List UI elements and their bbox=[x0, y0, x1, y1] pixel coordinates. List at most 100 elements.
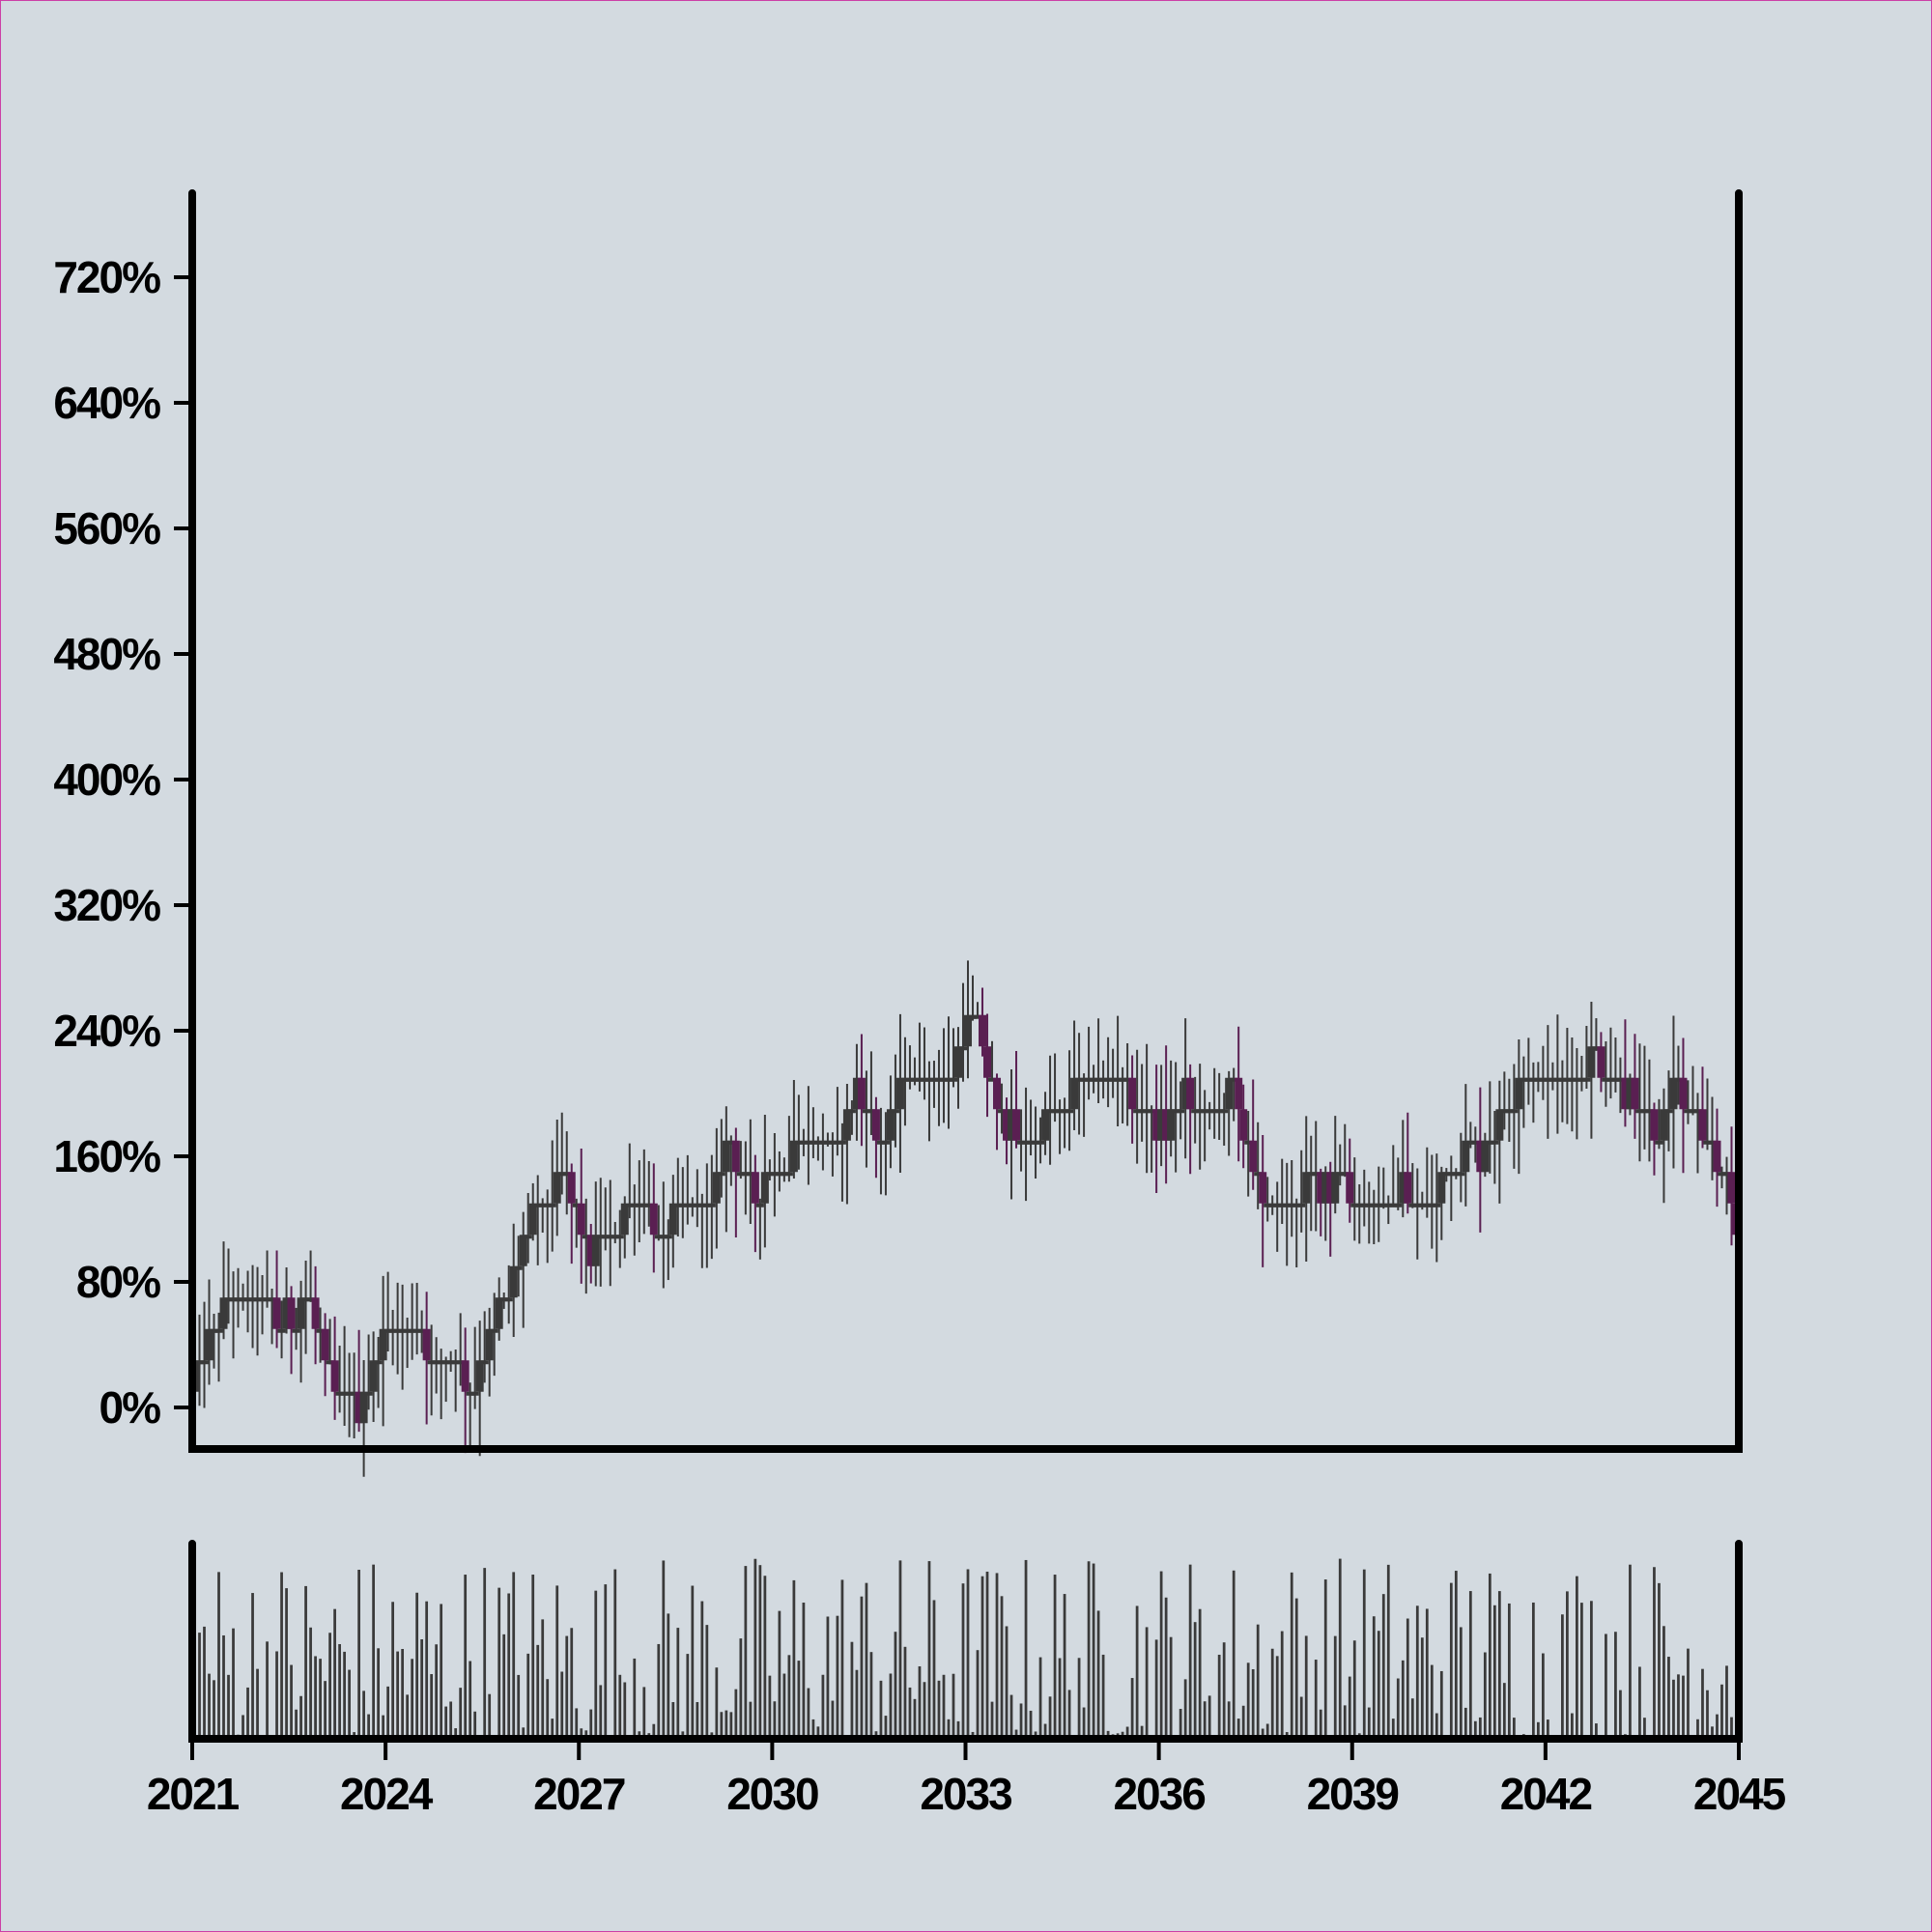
candle-body bbox=[1428, 1203, 1436, 1208]
volume-bar bbox=[1667, 1657, 1670, 1739]
volume-bar bbox=[1653, 1567, 1656, 1739]
volume-bar bbox=[1662, 1626, 1665, 1739]
y-axis-ticks: 0% 80% 160% 240% 320% 400% 480% 560% 640% 720% bbox=[53, 252, 192, 1433]
candle-body bbox=[1302, 1172, 1311, 1204]
volume-bar bbox=[1275, 1656, 1279, 1739]
volume-bar bbox=[1566, 1591, 1569, 1739]
candle-body bbox=[1529, 1077, 1538, 1082]
candle-body bbox=[572, 1203, 581, 1208]
volume-bar bbox=[1096, 1610, 1100, 1739]
candle-body bbox=[1293, 1203, 1301, 1208]
candle-body bbox=[823, 1140, 832, 1145]
x-axis-ticks: 2021 2024 2027 2030 2033 2036 2039 2042 2045 bbox=[147, 1739, 1788, 1819]
volume-bar bbox=[575, 1708, 579, 1739]
volume-bar bbox=[488, 1693, 492, 1739]
candle-body bbox=[693, 1203, 701, 1208]
candle-body bbox=[224, 1297, 233, 1302]
volume-bar bbox=[836, 1615, 839, 1739]
volume-bar bbox=[512, 1572, 516, 1739]
candle-body bbox=[1360, 1203, 1369, 1208]
volume-bar bbox=[778, 1610, 781, 1739]
candle-body bbox=[736, 1172, 745, 1177]
candle-body bbox=[1215, 1109, 1224, 1114]
volume-bar bbox=[411, 1659, 414, 1739]
candle-body bbox=[871, 1109, 880, 1141]
candle-body bbox=[1693, 1109, 1702, 1114]
volume-bar bbox=[1580, 1603, 1583, 1739]
volume-bar bbox=[1125, 1726, 1129, 1739]
candle-body bbox=[741, 1172, 750, 1177]
candle-body bbox=[490, 1328, 498, 1333]
volume-bar bbox=[1561, 1614, 1564, 1739]
candle-body bbox=[379, 1328, 387, 1361]
volume-bar bbox=[1720, 1684, 1723, 1739]
candle-body bbox=[702, 1203, 711, 1208]
volume-bar bbox=[667, 1613, 670, 1739]
candle-body bbox=[1404, 1172, 1412, 1204]
volume-bar bbox=[1696, 1719, 1699, 1739]
candle-body bbox=[1645, 1109, 1654, 1114]
candle-body bbox=[678, 1203, 687, 1208]
volume-bar bbox=[744, 1566, 748, 1739]
volume-bar bbox=[594, 1590, 598, 1739]
volume-bar bbox=[1454, 1571, 1458, 1739]
candle-body bbox=[1558, 1077, 1567, 1082]
x-tick-label: 2036 bbox=[1113, 1769, 1205, 1819]
volume-bar bbox=[908, 1687, 912, 1739]
volume-bar bbox=[995, 1573, 999, 1739]
candle-body bbox=[1119, 1077, 1127, 1082]
volume-bar bbox=[1164, 1597, 1168, 1739]
candle-body bbox=[562, 1172, 571, 1177]
candle-body bbox=[1133, 1109, 1142, 1114]
volume-bar bbox=[1222, 1642, 1226, 1739]
candle-body bbox=[1080, 1077, 1089, 1082]
candle-body bbox=[1167, 1109, 1176, 1141]
volume-bar bbox=[1352, 1640, 1356, 1739]
candle-body bbox=[359, 1391, 368, 1424]
candle-body bbox=[910, 1077, 919, 1082]
volume-bar bbox=[459, 1688, 463, 1739]
volume-bar bbox=[1497, 1591, 1501, 1739]
volume-bar bbox=[686, 1654, 690, 1739]
candle-body bbox=[582, 1235, 590, 1239]
volume-bar-series bbox=[193, 1558, 1738, 1739]
candle-body bbox=[369, 1360, 378, 1392]
volume-bar bbox=[749, 1701, 753, 1739]
candle-body bbox=[1577, 1077, 1586, 1082]
volume-bar bbox=[1687, 1648, 1690, 1739]
candle-body bbox=[852, 1077, 861, 1110]
candle-body bbox=[205, 1328, 213, 1361]
candle-body bbox=[1664, 1109, 1673, 1114]
volume-bar bbox=[729, 1712, 733, 1739]
candle-body bbox=[1326, 1172, 1335, 1204]
candle-body bbox=[451, 1360, 460, 1365]
candle-body bbox=[200, 1360, 209, 1365]
candle-body bbox=[1703, 1140, 1712, 1145]
volume-bar bbox=[565, 1635, 569, 1739]
volume-bar bbox=[348, 1669, 351, 1739]
volume-bar bbox=[1183, 1679, 1187, 1739]
candle-body bbox=[1186, 1077, 1195, 1110]
volume-bar bbox=[304, 1585, 307, 1739]
candle-body bbox=[1611, 1077, 1620, 1082]
candle-body bbox=[1534, 1077, 1543, 1082]
volume-bar bbox=[1507, 1603, 1511, 1739]
candle-body bbox=[591, 1235, 600, 1266]
volume-bar bbox=[580, 1728, 583, 1739]
candle-body bbox=[1365, 1203, 1374, 1208]
volume-bar bbox=[1547, 1719, 1549, 1739]
candle-body bbox=[1254, 1172, 1263, 1177]
volume-bar bbox=[913, 1698, 917, 1739]
volume-bar bbox=[1711, 1726, 1714, 1739]
candle-body bbox=[1616, 1077, 1625, 1082]
volume-bar bbox=[507, 1593, 511, 1739]
candle-body bbox=[1515, 1077, 1523, 1110]
candle-body bbox=[1355, 1203, 1364, 1208]
volume-bar bbox=[222, 1634, 225, 1739]
candle-body bbox=[1500, 1109, 1509, 1114]
candle-body bbox=[577, 1203, 585, 1236]
volume-bar bbox=[1463, 1707, 1467, 1739]
volume-bar bbox=[1614, 1632, 1617, 1739]
candle-body bbox=[1408, 1203, 1417, 1208]
volume-bar bbox=[1005, 1626, 1009, 1739]
